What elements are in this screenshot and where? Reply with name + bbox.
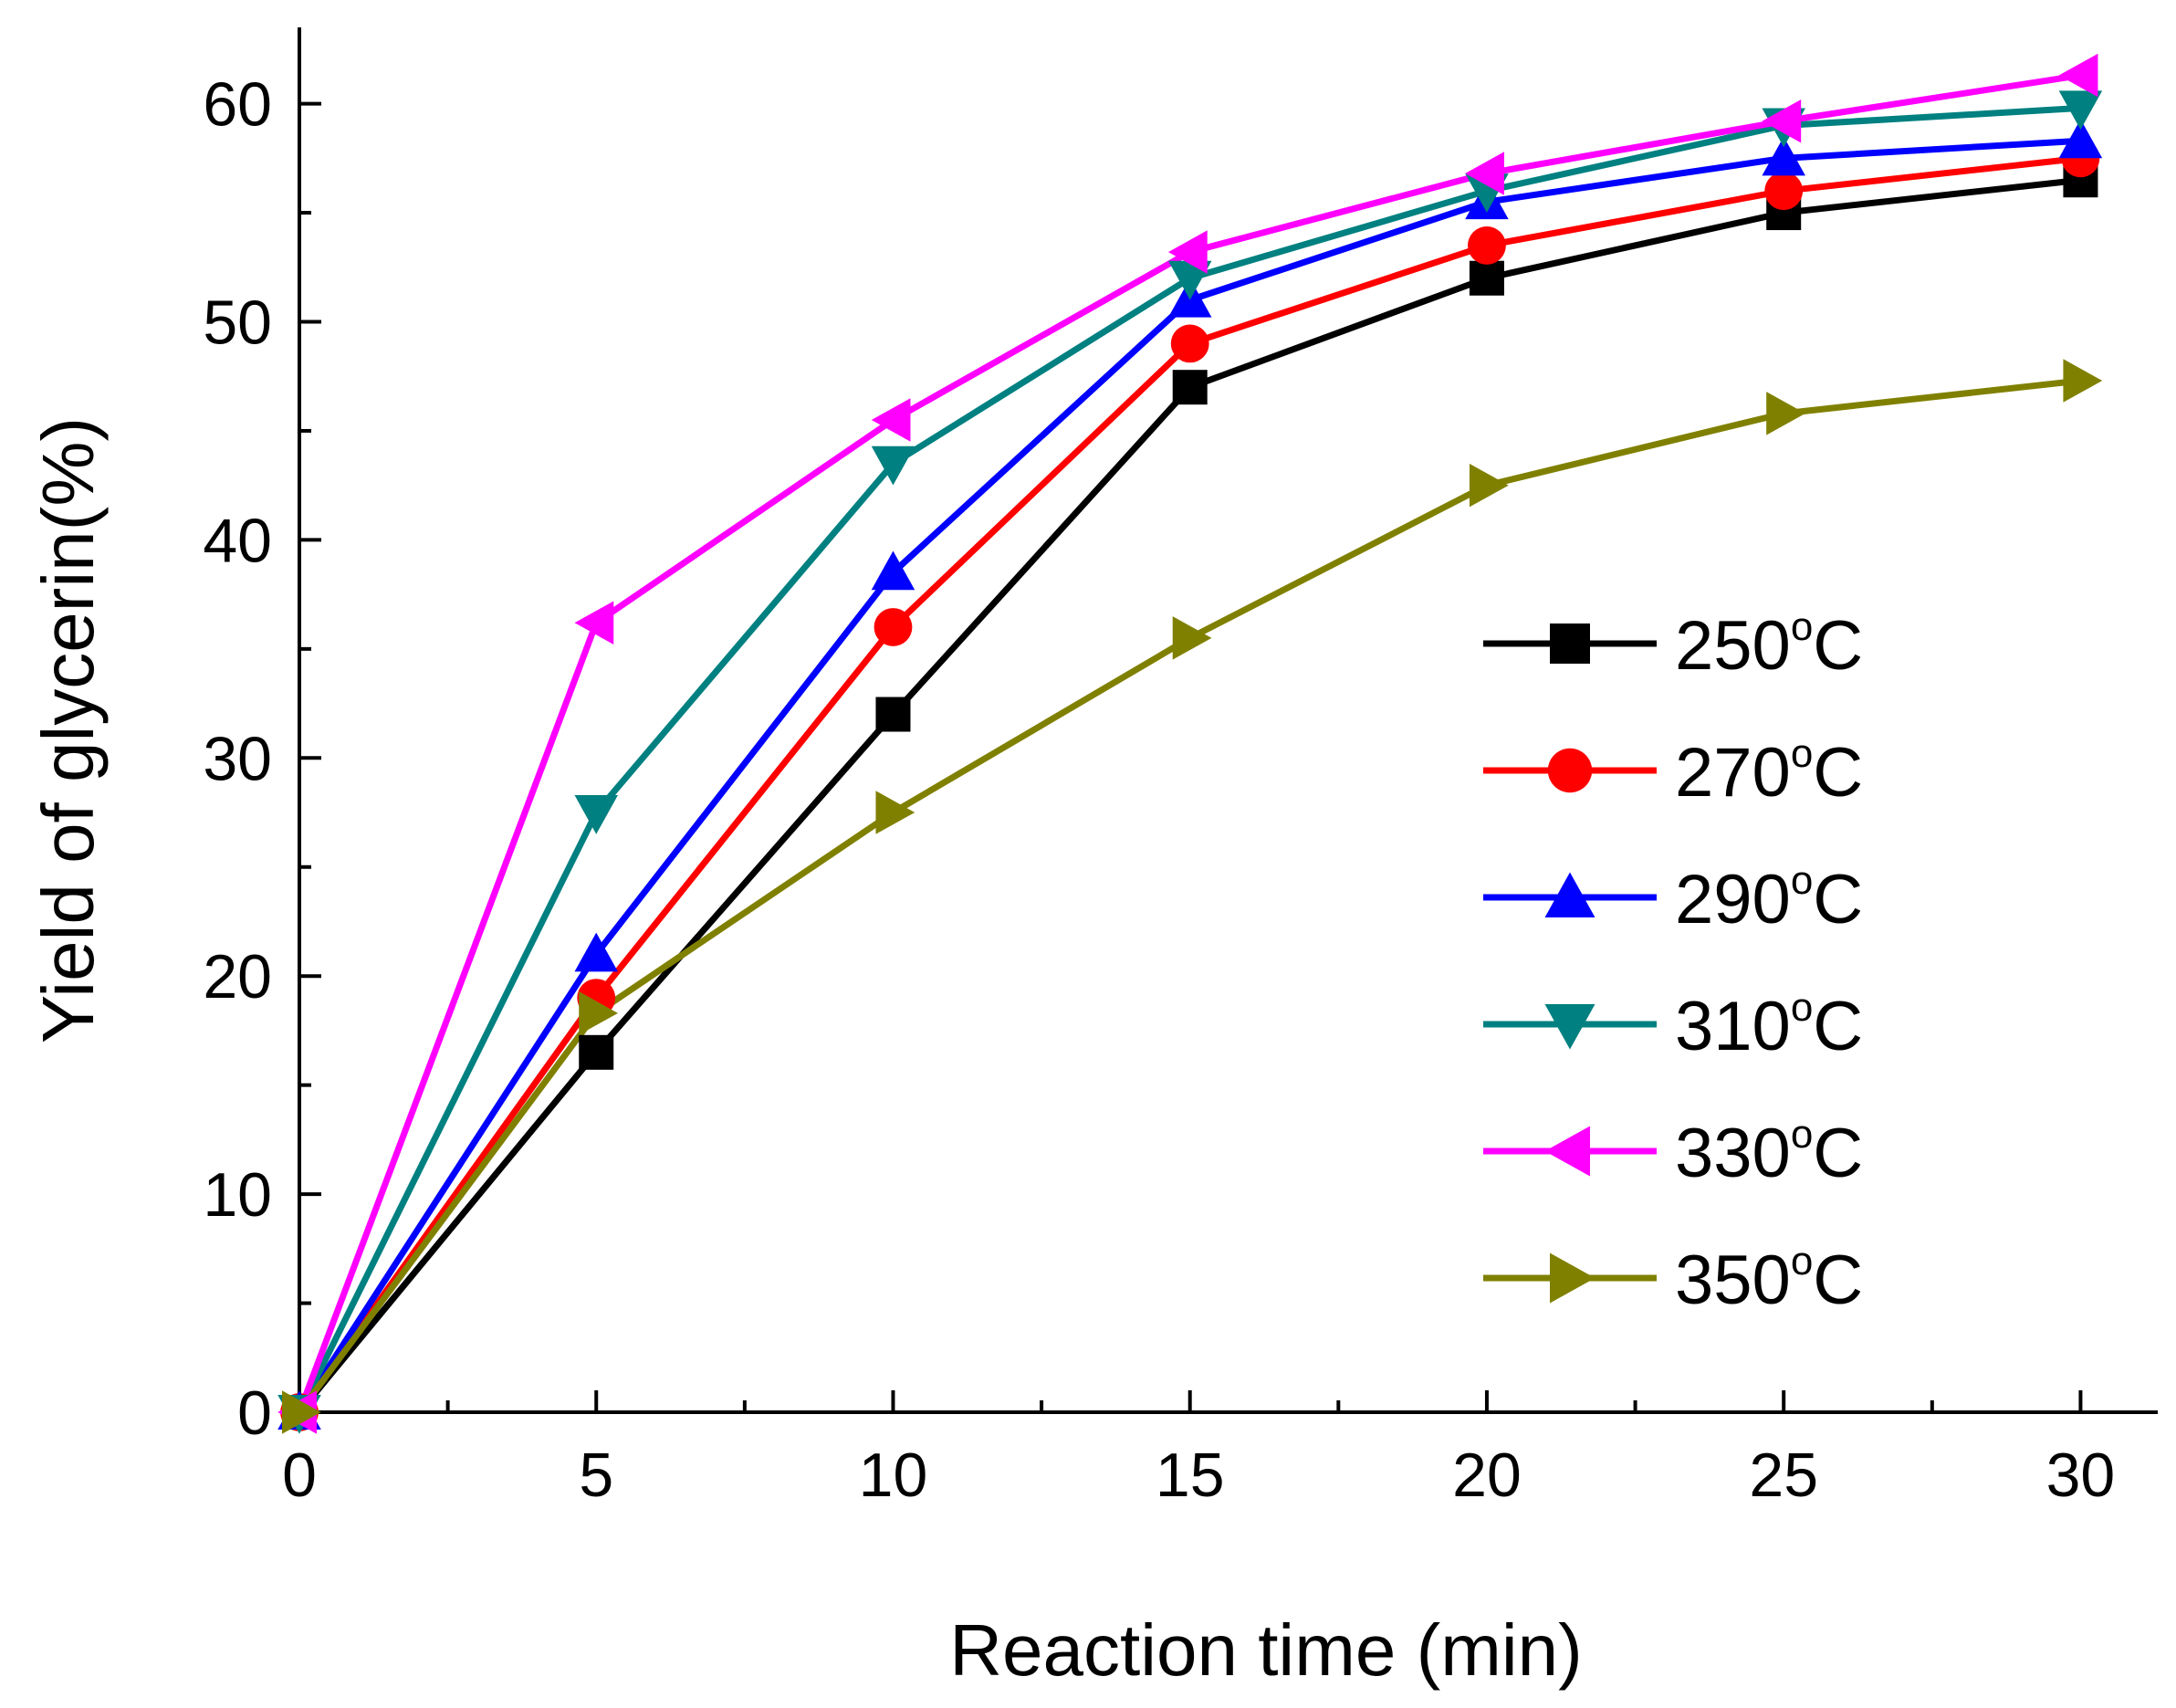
data-point-290-5 [574, 932, 618, 972]
y-tick-label: 50 [203, 288, 272, 358]
y-tick-label: 0 [237, 1378, 272, 1448]
legend-marker [1550, 1252, 1595, 1304]
data-point-330-5 [574, 601, 614, 644]
x-tick-label: 10 [859, 1441, 928, 1510]
data-point-270-10 [874, 608, 913, 646]
data-point-310-30 [2058, 90, 2103, 131]
legend-item-250: 250oC [1483, 604, 1863, 685]
legend-marker [1544, 1004, 1595, 1050]
legend: 250oC 270oC 290oC 310oC 330oC 350oC [1483, 604, 1863, 1319]
data-point-350-30 [2063, 359, 2103, 403]
data-point-330-20 [1465, 152, 1504, 195]
data-point-310-5 [574, 795, 618, 834]
x-tick-label: 20 [1452, 1441, 1522, 1510]
legend-item-290: 290oC [1483, 858, 1863, 938]
legend-item-310: 310oC [1483, 985, 1863, 1065]
data-point-290-10 [871, 550, 915, 591]
legend-label: 330oC [1675, 1112, 1863, 1192]
x-tick-label: 25 [1749, 1441, 1818, 1510]
data-point-330-25 [1762, 99, 1802, 143]
y-tick-label: 20 [203, 942, 272, 1011]
data-point-270-15 [1170, 324, 1209, 363]
x-tick-label: 15 [1156, 1441, 1225, 1510]
series-markers [277, 53, 2103, 1434]
data-point-310-15 [1167, 260, 1212, 300]
data-point-330-15 [1167, 230, 1208, 274]
y-tick-label: 60 [203, 70, 272, 140]
data-point-350-10 [875, 791, 915, 834]
y-tick-label: 40 [203, 506, 272, 575]
plot-frame [298, 27, 2158, 1414]
data-point-250-20 [1469, 260, 1504, 296]
data-point-330-30 [2058, 53, 2098, 98]
data-point-250-10 [875, 697, 911, 732]
y-tick-label: 10 [203, 1160, 272, 1230]
data-point-350-0 [282, 1390, 321, 1434]
x-tick-label: 5 [579, 1441, 613, 1510]
data-point-350-15 [1172, 616, 1212, 660]
legend-item-270: 270oC [1483, 731, 1863, 812]
legend-label: 310oC [1675, 985, 1863, 1065]
data-point-250-15 [1172, 370, 1208, 405]
data-point-350-20 [1469, 463, 1509, 508]
data-point-330-10 [871, 398, 911, 442]
data-point-350-25 [1766, 392, 1805, 435]
legend-item-330: 330oC [1483, 1112, 1863, 1192]
data-point-350-5 [579, 991, 618, 1035]
legend-label: 270oC [1675, 731, 1863, 812]
data-point-270-20 [1468, 225, 1506, 265]
legend-marker [1544, 872, 1595, 917]
legend-label: 350oC [1675, 1239, 1863, 1319]
y-axis-ticks: 0 10 20 30 40 50 60 [203, 70, 321, 1448]
x-tick-label: 0 [282, 1441, 317, 1510]
x-axis-ticks: 0 5 10 15 20 25 30 [282, 1390, 2115, 1510]
legend-marker [1550, 623, 1590, 664]
data-point-310-10 [871, 445, 915, 486]
x-axis-title: Reaction time (min) [949, 1609, 1583, 1691]
legend-marker [1547, 748, 1593, 793]
legend-label: 290oC [1675, 858, 1863, 938]
y-axis-title: Yield of glycerin(%) [27, 417, 109, 1043]
data-point-250-5 [579, 1034, 614, 1070]
x-tick-label: 30 [2046, 1441, 2116, 1510]
legend-marker [1544, 1126, 1590, 1177]
legend-label: 250oC [1675, 604, 1863, 685]
legend-item-350: 350oC [1483, 1239, 1863, 1319]
data-point-290-30 [2058, 119, 2103, 159]
data-point-270-25 [1764, 172, 1804, 211]
y-tick-label: 30 [203, 724, 272, 793]
data-point-290-25 [1762, 136, 1805, 176]
